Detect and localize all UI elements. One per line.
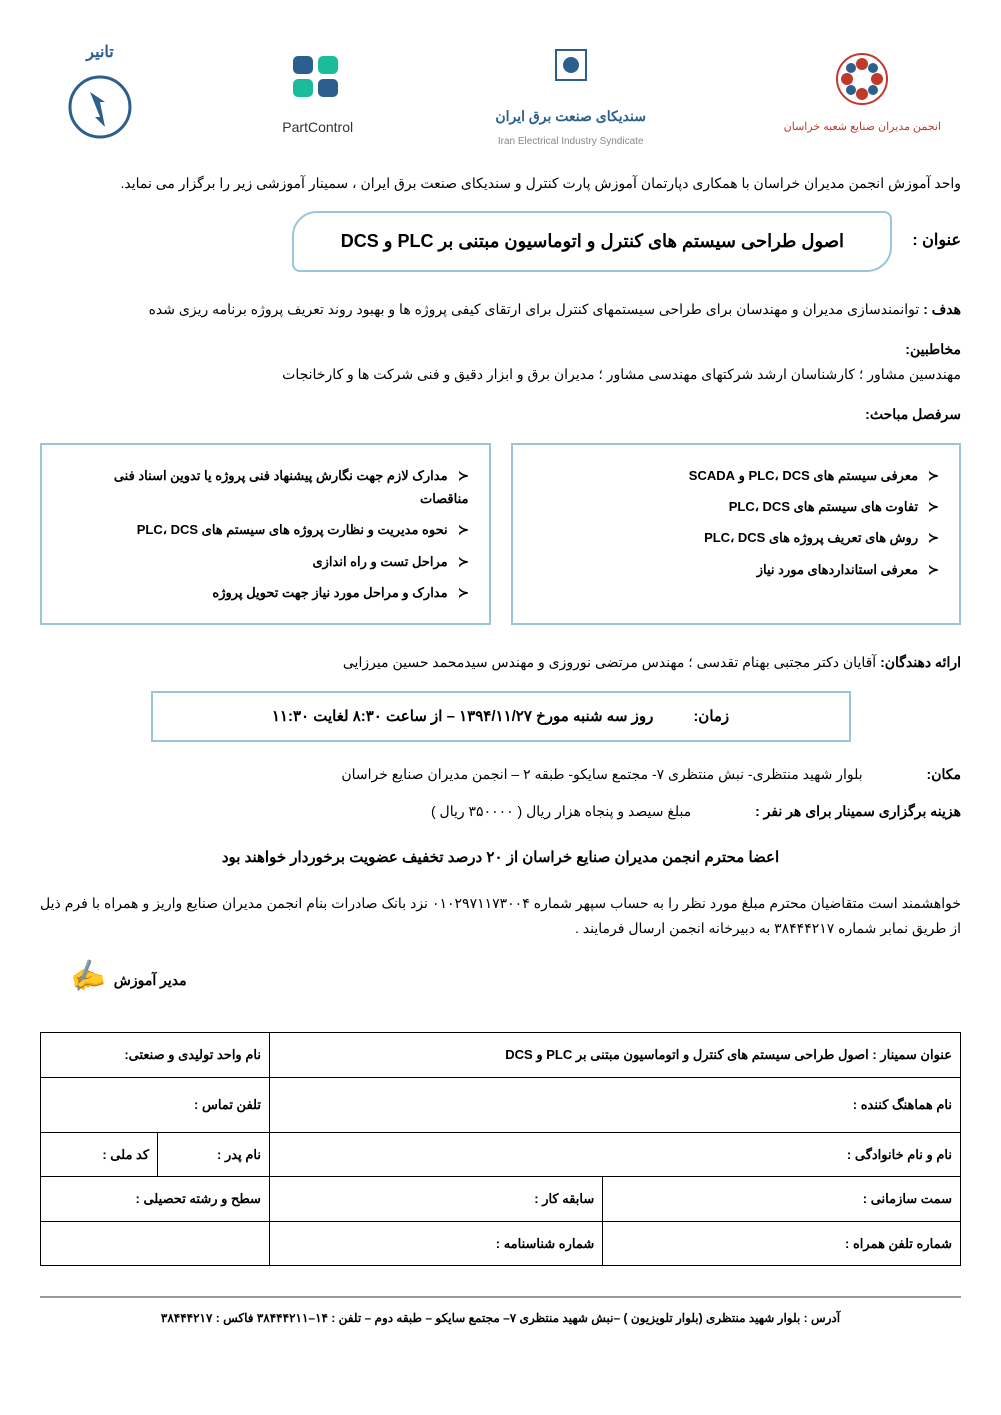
syndicate-icon [531,30,611,100]
cost-label: هزینه برگزاری سمینار برای هر نفر : [755,803,961,819]
title-row: عنوان : اصول طراحی سیستم های کنترل و اتو… [40,211,961,271]
topic-item: روش های تعریف پروژه های PLC، DCS [533,522,940,553]
topics-container: معرفی سیستم های PLC، DCS و SCADAتفاوت ها… [40,443,961,626]
presenters-section: ارائه دهندگان: آقایان دکتر مجتبی بهنام ت… [40,650,961,675]
intro-text: واحد آموزش انجمن مدیران خراسان با همکاری… [40,171,961,196]
topic-item: تفاوت های سیستم های PLC، DCS [533,491,940,522]
logo-sub: Iran Electrical Industry Syndicate [498,133,644,151]
form-blank[interactable] [41,1221,270,1265]
cost-text: مبلغ سیصد و پنجاه هزار ریال ( ۳۵۰۰۰۰ ریا… [431,803,691,819]
form-father[interactable]: نام پدر : [158,1132,270,1176]
audience-text: مهندسین مشاور ؛ کارشناسان ارشد شرکتهای م… [40,362,961,387]
logo-caption: PartControl [282,115,353,140]
logo-caption: سندیکای صنعت برق ایران [495,104,646,129]
form-education[interactable]: سطح و رشته تحصیلی : [41,1177,270,1221]
topic-item: مدارک لازم جهت نگارش پیشنهاد فنی پروژه ی… [62,460,469,515]
signature: مدیر آموزش ✍ [70,951,961,1001]
form-seminar-title-label: عنوان سمینار : [872,1047,952,1062]
topics-box-right: معرفی سیستم های PLC، DCS و SCADAتفاوت ها… [511,443,962,626]
goal-section: هدف : توانمندسازی مدیران و مهندسان برای … [40,297,961,322]
topics-label: سرفصل مباحث: [865,406,961,422]
time-label: زمان: [693,703,729,730]
form-mobile[interactable]: شماره تلفن همراه : [603,1221,961,1265]
title-banner: اصول طراحی سیستم های کنترل و اتوماسیون م… [292,211,892,271]
presenters-text: آقایان دکتر مجتبی بهنام تقدسی ؛ مهندس مر… [343,654,876,670]
logo-row: انجمن مدیران صنایع شعبه خراسان سندیکای ص… [40,30,961,151]
topic-item: مراحل تست و راه اندازی [62,546,469,577]
discount-line: اعضا محترم انجمن مدیران صنایع خراسان از … [40,844,961,871]
logo-tavanir: تانیر [60,39,140,142]
signature-mark-icon: ✍ [64,948,111,1006]
topic-item: معرفی استانداردهای مورد نیاز [533,554,940,585]
logo-syndicate: سندیکای صنعت برق ایران Iran Electrical I… [495,30,646,151]
place-row: مکان: بلوار شهید منتظری- نبش منتظری ۷- م… [40,762,961,787]
goal-label: هدف : [923,301,961,317]
signature-label: مدیر آموزش [114,972,187,988]
goal-text: توانمندسازی مدیران و مهندسان برای طراحی … [149,301,920,317]
registration-form: عنوان سمینار : اصول طراحی سیستم های کنتر… [40,1032,961,1266]
form-experience[interactable]: سابقه کار : [269,1177,602,1221]
form-seminar-title: عنوان سمینار : اصول طراحی سیستم های کنتر… [269,1032,960,1077]
topics-box-left: مدارک لازم جهت نگارش پیشنهاد فنی پروژه ی… [40,443,491,626]
form-seminar-title-value: اصول طراحی سیستم های کنترل و اتوماسیون م… [505,1047,869,1062]
payment-info: خواهشمند است متقاضیان محترم مبلغ مورد نظ… [40,891,961,941]
form-coordinator[interactable]: نام هماهنگ کننده : [269,1077,960,1132]
form-national-id[interactable]: کد ملی : [41,1132,158,1176]
title-label: عنوان : [912,227,961,256]
logo-caption: تانیر [86,39,113,68]
form-unit[interactable]: نام واحد تولیدی و صنعتی: [41,1032,270,1077]
audience-label: مخاطبین: [905,341,961,357]
logo-caption: انجمن مدیران صنایع شعبه خراسان [784,118,941,138]
topic-item: مدارک و مراحل مورد نیاز جهت تحویل پروژه [62,577,469,608]
topic-item: نحوه مدیریت و نظارت پروژه های سیستم های … [62,514,469,545]
form-id-number[interactable]: شماره شناسنامه : [269,1221,602,1265]
form-fullname[interactable]: نام و نام خانوادگی : [269,1132,960,1176]
audience-section: مخاطبین: مهندسین مشاور ؛ کارشناسان ارشد … [40,337,961,387]
footer-address: آدرس : بلوار شهید منتظری (بلوار تلویزیون… [40,1296,961,1330]
logo-partcontrol: PartControl [278,41,358,140]
place-text: بلوار شهید منتظری- نبش منتظری ۷- مجتمع س… [341,766,862,782]
partcontrol-icon [278,41,358,111]
topic-item: معرفی سیستم های PLC، DCS و SCADA [533,460,940,491]
presenters-label: ارائه دهندگان: [880,654,961,670]
form-position[interactable]: سمت سازمانی : [603,1177,961,1221]
time-text: روز سه شنبه مورخ ۱۳۹۴/۱۱/۲۷ – از ساعت ۸:… [272,703,653,730]
cost-row: هزینه برگزاری سمینار برای هر نفر : مبلغ … [40,799,961,824]
anjoman-icon [822,44,902,114]
place-label: مکان: [927,766,961,782]
tavanir-icon [60,72,140,142]
form-phone[interactable]: تلفن تماس : [41,1077,270,1132]
time-banner: زمان: روز سه شنبه مورخ ۱۳۹۴/۱۱/۲۷ – از س… [151,691,851,742]
logo-anjoman: انجمن مدیران صنایع شعبه خراسان [784,44,941,138]
